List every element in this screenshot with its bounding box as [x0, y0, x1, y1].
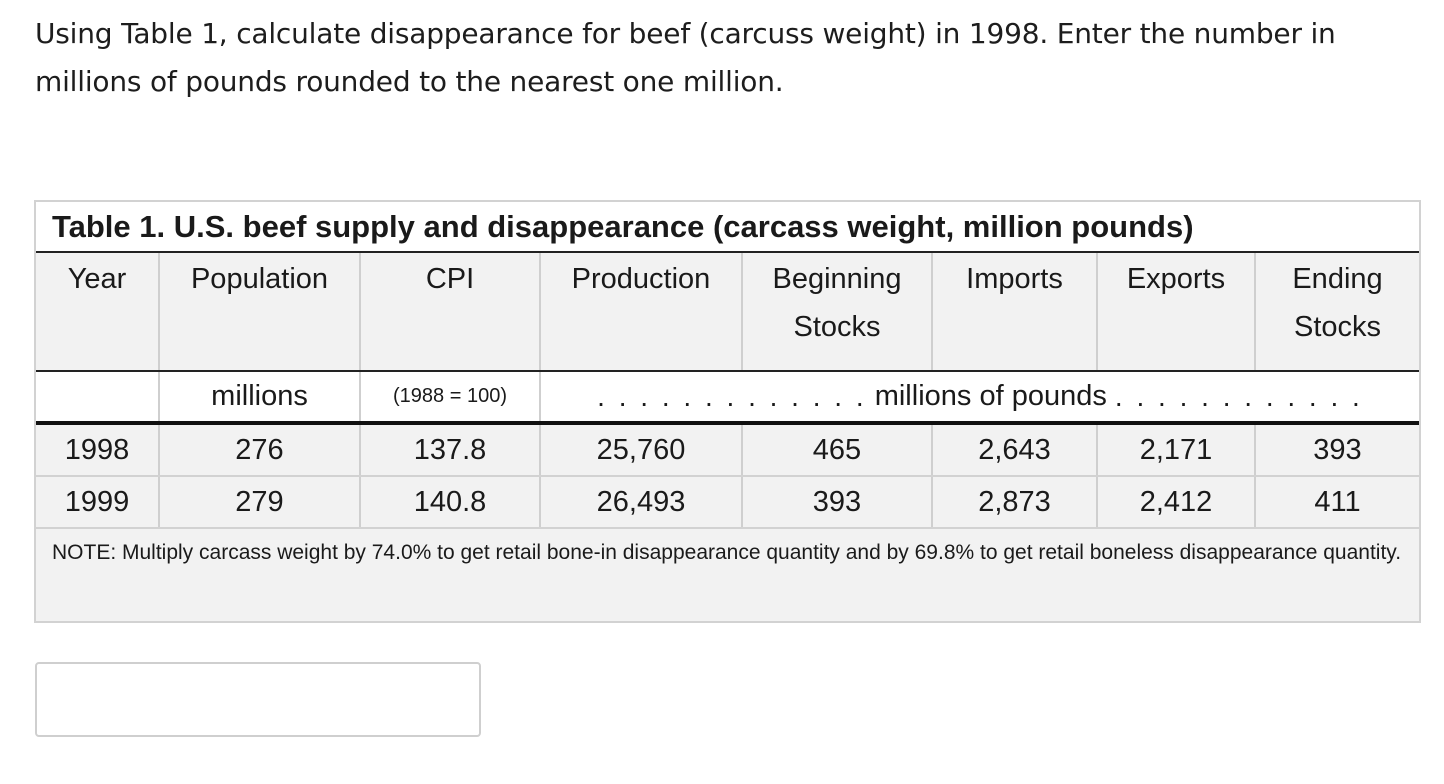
units-quantities-label: millions of pounds — [874, 380, 1107, 412]
units-dots-right: . . . . . . . . . . . . — [1114, 381, 1363, 412]
cell-production: 26,493 — [540, 476, 743, 529]
cell-beginning-stocks: 465 — [742, 423, 933, 477]
cell-cpi: 137.8 — [360, 423, 541, 477]
header-population: Population — [159, 253, 361, 372]
units-dots-left: . . . . . . . . . . . . . — [597, 381, 867, 412]
cell-population: 279 — [159, 476, 361, 529]
units-quantities: . . . . . . . . . . . . . millions of po… — [540, 371, 1419, 425]
cell-production: 25,760 — [540, 423, 743, 477]
table-row: 1998 276 137.8 25,760 465 2,643 2,171 39… — [36, 423, 1419, 477]
table-row: 1999 279 140.8 26,493 393 2,873 2,412 41… — [36, 476, 1419, 529]
header-row: Year Population CPI Production Beginning… — [36, 253, 1419, 372]
answer-input[interactable] — [35, 662, 481, 737]
data-table: Year Population CPI Production Beginning… — [36, 253, 1419, 621]
table-title: Table 1. U.S. beef supply and disappeara… — [36, 202, 1419, 253]
header-year: Year — [36, 253, 160, 372]
header-ending-stocks-label: Ending Stocks — [1292, 263, 1383, 343]
cell-beginning-stocks: 393 — [742, 476, 933, 529]
units-population: millions — [159, 371, 361, 425]
units-cpi: (1988 = 100) — [360, 371, 541, 425]
cell-population: 276 — [159, 423, 361, 477]
units-year — [36, 371, 160, 425]
cell-imports: 2,873 — [932, 476, 1098, 529]
header-exports: Exports — [1097, 253, 1256, 372]
header-beginning-stocks: Beginning Stocks — [742, 253, 933, 372]
header-beginning-stocks-label: Beginning Stocks — [772, 263, 902, 343]
cell-cpi: 140.8 — [360, 476, 541, 529]
header-cpi: CPI — [360, 253, 541, 372]
header-production: Production — [540, 253, 743, 372]
cell-imports: 2,643 — [932, 423, 1098, 477]
supply-disappearance-table: Table 1. U.S. beef supply and disappeara… — [34, 200, 1421, 623]
cell-ending-stocks: 393 — [1255, 423, 1419, 477]
units-row: millions (1988 = 100) . . . . . . . . . … — [36, 371, 1419, 425]
header-imports: Imports — [932, 253, 1098, 372]
cell-exports: 2,171 — [1097, 423, 1256, 477]
header-ending-stocks: Ending Stocks — [1255, 253, 1419, 372]
cell-ending-stocks: 411 — [1255, 476, 1419, 529]
cell-year: 1999 — [36, 476, 160, 529]
cell-year: 1998 — [36, 423, 160, 477]
cell-exports: 2,412 — [1097, 476, 1256, 529]
note-row: NOTE: Multiply carcass weight by 74.0% t… — [36, 528, 1419, 621]
table-note: NOTE: Multiply carcass weight by 74.0% t… — [52, 541, 1402, 564]
question-text: Using Table 1, calculate disappearance f… — [35, 17, 1336, 98]
